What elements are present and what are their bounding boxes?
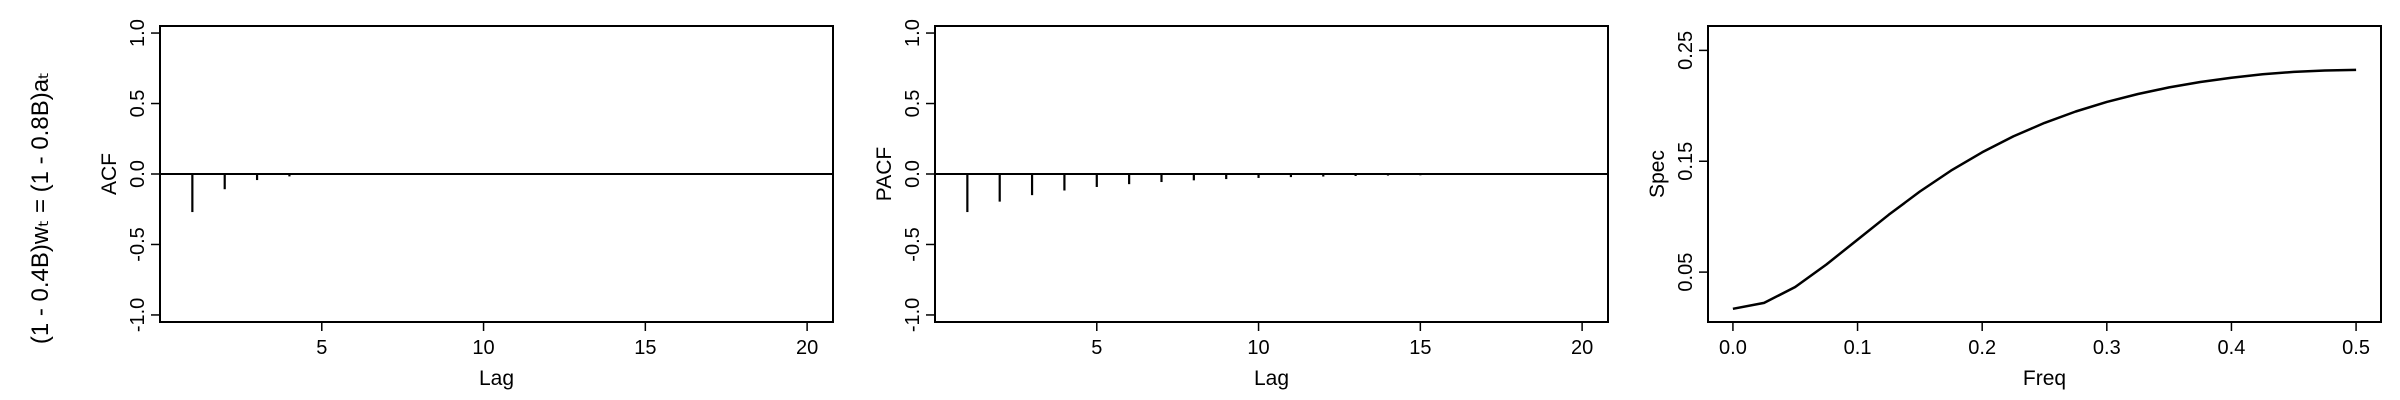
pacf-y-label: PACF bbox=[873, 147, 896, 201]
acf-x-tick-label: 10 bbox=[472, 337, 494, 359]
acf-y-tick-label: -1.0 bbox=[127, 298, 149, 332]
spectrum-x-tick-label: 0.5 bbox=[2342, 337, 2370, 359]
spectrum-x-tick-label: 0.0 bbox=[1719, 337, 1747, 359]
pacf-y-axis: -1.0 -0.5 0.0 0.5 1.0 bbox=[902, 19, 935, 332]
pacf-y-tick-label: 1.0 bbox=[902, 19, 924, 47]
acf-y-tick-label: 0.0 bbox=[127, 160, 149, 188]
pacf-x-tick-label: 10 bbox=[1247, 337, 1269, 359]
pacf-y-tick-label: -1.0 bbox=[902, 298, 924, 332]
acf-panel: 5 10 15 20 -1.0 -0.5 0.0 0.5 1.0 Lag ACF bbox=[98, 19, 834, 390]
spectrum-x-axis: 0.0 0.1 0.2 0.3 0.4 0.5 bbox=[1719, 322, 2370, 359]
acf-marks bbox=[160, 173, 833, 213]
pacf-x-tick-label: 20 bbox=[1571, 337, 1593, 359]
acf-y-axis: -1.0 -0.5 0.0 0.5 1.0 bbox=[127, 19, 160, 332]
pacf-x-axis: 5 10 15 20 bbox=[1091, 322, 1593, 359]
acf-x-tick-label: 20 bbox=[796, 337, 818, 359]
spectrum-y-label: Spec bbox=[1646, 150, 1669, 198]
spectrum-x-tick-label: 0.1 bbox=[1844, 337, 1872, 359]
pacf-y-tick-label: 0.0 bbox=[902, 160, 924, 188]
acf-x-axis: 5 10 15 20 bbox=[316, 322, 818, 359]
pacf-x-tick-label: 15 bbox=[1409, 337, 1431, 359]
pacf-y-tick-label: 0.5 bbox=[902, 90, 924, 118]
spectrum-x-label: Freq bbox=[2023, 367, 2066, 390]
spectrum-y-axis: 0.05 0.15 0.25 bbox=[1675, 31, 1708, 292]
spectrum-y-tick-label: 0.05 bbox=[1675, 253, 1697, 292]
spectrum-curve bbox=[1732, 68, 2357, 311]
spectrum-y-tick-label: 0.15 bbox=[1675, 142, 1697, 181]
spectrum-x-tick-label: 0.4 bbox=[2218, 337, 2246, 359]
spectrum-x-tick-label: 0.2 bbox=[1968, 337, 1996, 359]
pacf-x-tick-label: 5 bbox=[1091, 337, 1102, 359]
model-label: (1 - 0.4B)wₜ = (1 - 0.8B)aₜ bbox=[27, 72, 54, 344]
pacf-panel: 5 10 15 20 -1.0 -0.5 0.0 0.5 1.0 Lag PACF bbox=[873, 19, 1609, 390]
acf-x-tick-label: 15 bbox=[634, 337, 656, 359]
pacf-x-label: Lag bbox=[1254, 367, 1289, 390]
acf-y-tick-label: 1.0 bbox=[127, 19, 149, 47]
pacf-marks bbox=[935, 173, 1608, 213]
acf-y-tick-label: 0.5 bbox=[127, 90, 149, 118]
spectrum-marks bbox=[1732, 68, 2357, 311]
acf-y-tick-label: -0.5 bbox=[127, 227, 149, 261]
pacf-y-tick-label: -0.5 bbox=[902, 227, 924, 261]
spectrum-plot-frame bbox=[1707, 25, 2382, 323]
acf-x-tick-label: 5 bbox=[316, 337, 327, 359]
acf-y-label: ACF bbox=[98, 153, 121, 195]
spectrum-panel: 0.0 0.1 0.2 0.3 0.4 0.5 0.05 0.15 0.25 Freq Spe… bbox=[1646, 25, 2382, 390]
acf-x-label: Lag bbox=[479, 367, 514, 390]
spectrum-x-tick-label: 0.3 bbox=[2093, 337, 2121, 359]
spectrum-y-tick-label: 0.25 bbox=[1675, 31, 1697, 70]
